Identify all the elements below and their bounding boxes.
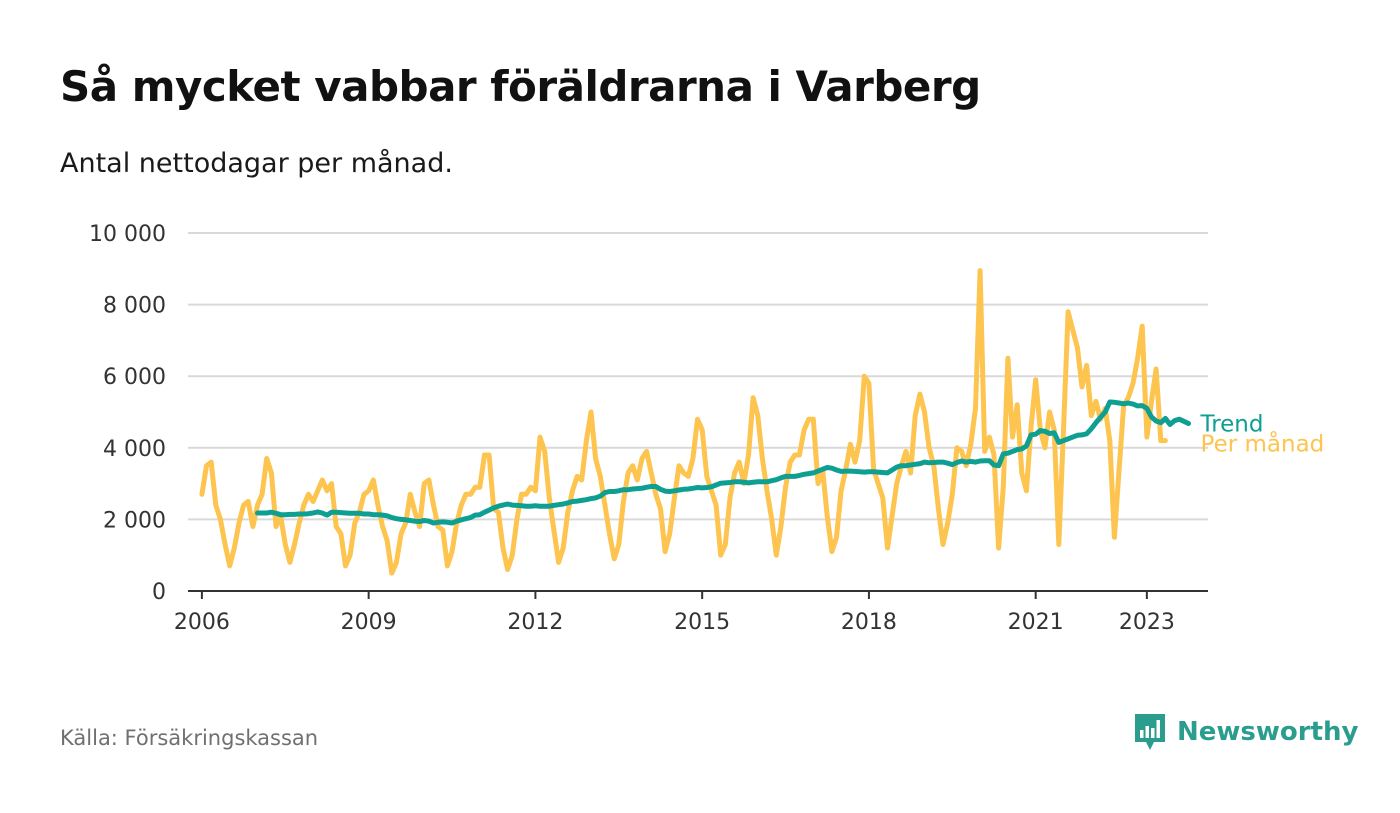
y-tick-label: 6 000	[103, 365, 166, 390]
x-tick-label: 2006	[174, 610, 230, 635]
y-tick-label: 0	[152, 580, 166, 605]
x-tick-label: 2018	[841, 610, 897, 635]
newsworthy-logo-icon	[1135, 714, 1165, 750]
y-tick-label: 8 000	[103, 294, 166, 319]
y-tick-label: 4 000	[103, 437, 166, 462]
chart-subtitle: Antal nettodagar per månad.	[60, 148, 453, 179]
x-axis-ticks: 2006 2009 2012 2015 2018 2021 2023	[174, 591, 1175, 635]
chart-title: Så mycket vabbar föräldrarna i Varberg	[60, 62, 981, 111]
series-label-trend: Trend	[1200, 411, 1264, 437]
y-axis-ticks: 0 2 000 4 000 6 000 8 000 10 000	[89, 222, 166, 605]
x-tick-label: 2009	[341, 610, 397, 635]
x-tick-label: 2012	[507, 610, 563, 635]
x-tick-label: 2021	[1008, 610, 1064, 635]
brand-logo[interactable]: Newsworthy	[1133, 712, 1358, 752]
y-tick-label: 10 000	[89, 222, 166, 247]
x-tick-label: 2015	[674, 610, 730, 635]
series-line-monthly	[199, 268, 1168, 576]
brand-name: Newsworthy	[1177, 717, 1359, 747]
series-label-monthly: Per månad	[1201, 429, 1325, 457]
y-tick-label: 2 000	[103, 508, 166, 533]
series-line-trend	[255, 399, 1191, 526]
series-lines	[199, 268, 1191, 576]
x-tick-label: 2023	[1119, 610, 1175, 635]
source-note: Källa: Försäkringskassan	[60, 726, 319, 750]
